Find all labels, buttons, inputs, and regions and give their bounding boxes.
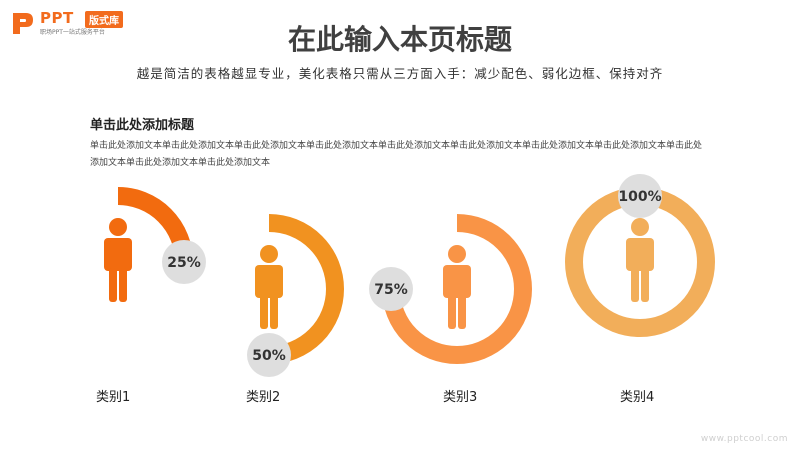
logo-text: PPT <box>40 9 74 27</box>
person-icon <box>443 245 471 329</box>
donut-4: 100% <box>565 174 715 337</box>
logo-tagline: 职场PPT一站式服务平台 <box>40 29 105 36</box>
value-label-2: 50% <box>252 348 286 364</box>
person-icon <box>626 218 654 302</box>
page-title[interactable]: 在此输入本页标题 <box>287 23 512 56</box>
category-label-1: 类别1 <box>96 390 131 405</box>
value-label-1: 25% <box>167 255 201 271</box>
category-label-4: 类别4 <box>620 390 655 405</box>
donut-2: 50% <box>247 214 344 377</box>
category-label-2: 类别2 <box>246 390 281 405</box>
page-subtitle[interactable]: 越是简洁的表格越显专业，美化表格只需从三方面入手：减少配色、弱化边框、保持对齐 <box>136 66 664 81</box>
category-label-3: 类别3 <box>443 390 478 405</box>
logo-badge: 版式库 <box>85 11 123 28</box>
watermark: www.pptcool.com <box>700 434 788 444</box>
person-icon <box>104 218 132 302</box>
section-heading[interactable]: 单击此处添加标题 <box>90 118 195 133</box>
progress-arc-2 <box>268 214 344 364</box>
value-bubble-4 <box>618 174 662 218</box>
value-bubble-2 <box>247 333 291 377</box>
progress-arc-3 <box>382 214 532 364</box>
value-bubble-1 <box>162 240 206 284</box>
ppt-logo-icon <box>13 13 33 34</box>
value-bubble-3 <box>369 267 413 311</box>
donut-1: 25% <box>104 187 206 302</box>
brand-logo: PPT 版式库 职场PPT一站式服务平台 <box>10 8 170 38</box>
section-body-text[interactable]: 单击此处添加文本单击此处添加文本单击此处添加文本单击此处添加文本单击此处添加文本… <box>90 141 703 168</box>
value-label-3: 75% <box>374 282 408 298</box>
value-label-4: 100% <box>618 189 661 205</box>
donut-3: 75% <box>369 214 532 364</box>
person-icon <box>255 245 283 329</box>
